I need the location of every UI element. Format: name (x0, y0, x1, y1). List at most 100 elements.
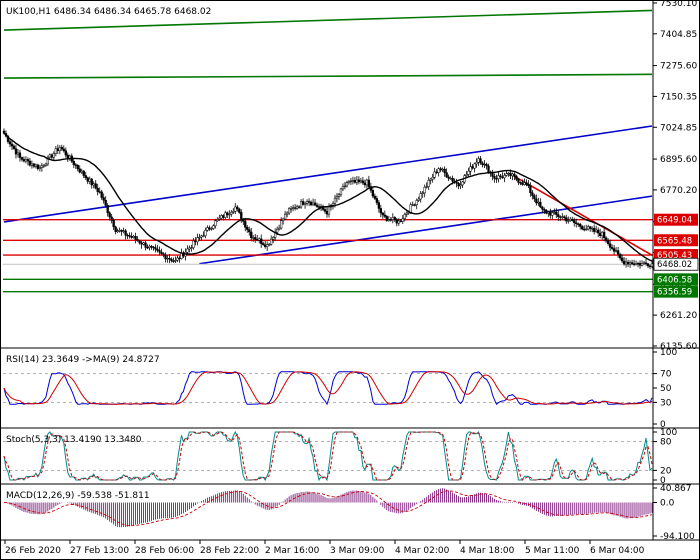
candle-body (54, 148, 57, 154)
candle-body (192, 240, 195, 249)
candle-body (355, 179, 359, 183)
candle-body (449, 177, 452, 180)
candle-body (423, 186, 426, 194)
candle-body (114, 226, 117, 233)
candle-body (248, 229, 251, 233)
candle-body (359, 180, 363, 183)
candle-body (599, 232, 602, 236)
candle-body (521, 182, 524, 185)
candle-body (106, 205, 109, 214)
candle-body (493, 176, 496, 179)
candle-body (403, 214, 406, 219)
level-label: 6356.59 (657, 288, 692, 298)
level-label: 6406.58 (657, 275, 692, 285)
candle-body (391, 217, 394, 220)
candle-body (455, 181, 458, 184)
candle-body (16, 152, 20, 155)
candle-body (120, 230, 123, 232)
candle-body (563, 216, 566, 218)
candle-body (122, 230, 125, 232)
candle-body (630, 262, 634, 265)
candle-body (198, 236, 201, 239)
current-price-label: 6468.02 (657, 260, 692, 270)
candle-body (479, 158, 482, 164)
candle-body (164, 254, 167, 260)
candle-body (447, 176, 450, 179)
candle-body (134, 236, 137, 240)
candle-body (222, 215, 225, 218)
candle-body (289, 208, 293, 210)
level-tag (654, 213, 698, 226)
candle-body (224, 212, 227, 218)
candle-body (278, 227, 281, 230)
candle-body (565, 217, 568, 222)
candle-body (583, 228, 586, 231)
candle-body (389, 219, 392, 221)
candle-body (593, 227, 596, 232)
candle-body (138, 240, 141, 244)
level-label: 6649.04 (657, 216, 692, 226)
candle-body (533, 195, 536, 200)
x-tick-label: 4 Mar 18:00 (460, 546, 515, 556)
candle-body (365, 179, 369, 186)
candle-body (144, 242, 147, 248)
x-axis: 26 Feb 2020 27 Feb 13:00 28 Feb 06:00 28 Fe… (4, 540, 645, 556)
x-tick-label: 28 Feb 06:00 (135, 546, 194, 556)
candle-body (501, 176, 504, 179)
candle-body (465, 174, 468, 176)
y-tick-label: 20 (660, 466, 672, 476)
candle-body (200, 235, 203, 238)
candle-body (604, 237, 608, 242)
candle-body (457, 183, 460, 187)
candle-body (509, 172, 512, 177)
candle-body (503, 175, 506, 179)
candle-body (94, 183, 97, 189)
level-label: 6505.43 (657, 251, 692, 261)
candle-body (287, 208, 291, 214)
candle-body (640, 263, 644, 266)
y-tick-label: 7404.85 (660, 30, 697, 40)
candle-body (483, 163, 486, 166)
candle-body (226, 212, 229, 216)
candle-body (531, 192, 534, 196)
y-tick-label: 6261.20 (660, 311, 697, 321)
candle-body (238, 208, 241, 213)
candle-body (299, 201, 303, 208)
candle-body (612, 248, 616, 252)
candle-body (68, 155, 71, 159)
macd-header: MACD(12,26,9) -59.538 -51.811 (6, 491, 150, 501)
candle-body (100, 191, 103, 198)
candle-body (78, 168, 81, 173)
candle-body (589, 226, 592, 229)
trendline (3, 125, 653, 223)
candle-body (80, 170, 83, 173)
candle-body (541, 206, 544, 210)
candle-body (363, 182, 367, 186)
candle-body (170, 258, 173, 262)
candle-body (305, 201, 309, 204)
candle-body (624, 261, 628, 265)
candle-body (485, 163, 488, 167)
level-tag (654, 273, 698, 286)
candle-body (369, 186, 373, 191)
candle-body (648, 265, 652, 268)
candle-body (66, 154, 69, 159)
candle-body (160, 251, 163, 254)
candle-body (387, 219, 390, 221)
candle-body (82, 170, 85, 176)
candle-body (254, 237, 257, 240)
candle-body (172, 260, 175, 262)
candle-body (60, 147, 63, 150)
candle-body (557, 214, 560, 217)
candle-body (367, 179, 371, 187)
candle-body (236, 206, 239, 210)
candle-body (166, 258, 169, 260)
y-tick-label: 7024.85 (660, 123, 697, 133)
level-tag (654, 234, 698, 247)
y-tick-label: 40.867 (660, 484, 692, 494)
candle-body (72, 160, 75, 165)
candle-body (473, 163, 476, 169)
candle-body (353, 180, 357, 183)
trendline (199, 195, 653, 265)
candle-body (417, 198, 420, 201)
